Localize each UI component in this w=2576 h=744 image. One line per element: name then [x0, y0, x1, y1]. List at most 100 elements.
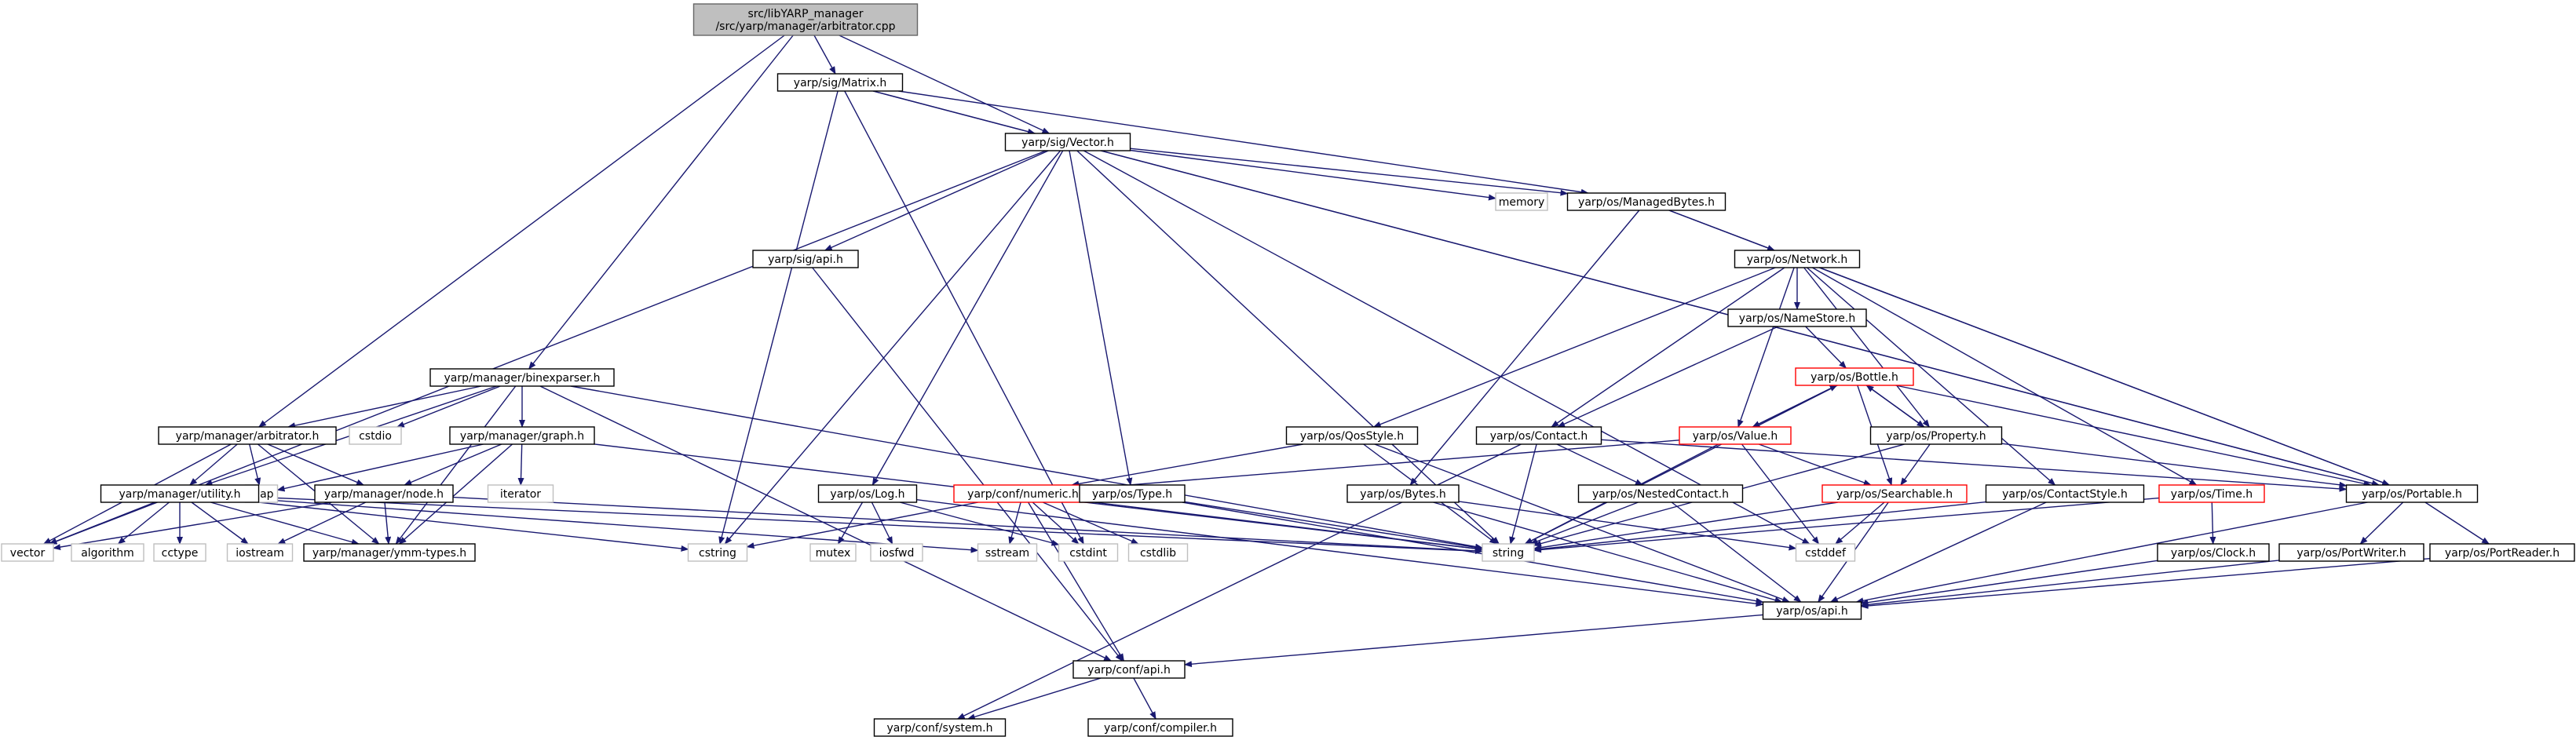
- node-label: yarp/manager/graph.h: [460, 430, 584, 443]
- node-label: yarp/os/api.h: [1776, 605, 1847, 618]
- edge-utility-to-sstream: [259, 499, 978, 550]
- graph-node-osapi[interactable]: yarp/os/api.h: [1763, 602, 1862, 619]
- node-label: mutex: [816, 547, 851, 560]
- edge-property-to-bottle: [1866, 385, 1924, 427]
- node-label: cstring: [699, 547, 736, 560]
- edge-property-to-portable: [2002, 443, 2347, 486]
- graph-node-compiler[interactable]: yarp/conf/compiler.h: [1088, 719, 1233, 736]
- edge-vector_h-to-type: [1069, 151, 1131, 485]
- graph-node-portwriter[interactable]: yarp/os/PortWriter.h: [2279, 544, 2424, 561]
- nodes-layer: src/libYARP_manager/src/yarp/manager/arb…: [2, 4, 2574, 736]
- edge-binexparser-to-confapi: [540, 386, 1111, 661]
- graph-node-bottle[interactable]: yarp/os/Bottle.h: [1796, 368, 1913, 385]
- graph-node-cstddef: cstddef: [1796, 544, 1855, 561]
- graph-node-graph[interactable]: yarp/manager/graph.h: [450, 427, 594, 444]
- graph-node-root[interactable]: src/libYARP_manager/src/yarp/manager/arb…: [694, 4, 918, 35]
- graph-node-portreader[interactable]: yarp/os/PortReader.h: [2430, 544, 2574, 561]
- node-label: yarp/os/Type.h: [1092, 488, 1172, 501]
- node-label: yarp/sig/Matrix.h: [794, 77, 886, 89]
- node-label: yarp/manager/ymm-types.h: [312, 547, 466, 560]
- node-label: yarp/os/ContactStyle.h: [2002, 488, 2128, 501]
- node-label: yarp/os/Searchable.h: [1836, 488, 1953, 501]
- node-label: memory: [1499, 196, 1545, 209]
- graph-node-nestedcontact[interactable]: yarp/os/NestedContact.h: [1579, 485, 1743, 502]
- graph-node-vector_h[interactable]: yarp/sig/Vector.h: [1006, 133, 1131, 151]
- edges-layer: [44, 35, 2489, 719]
- edge-network-to-qosstyle: [1374, 268, 1776, 427]
- node-label: yarp/manager/utility.h: [119, 488, 241, 501]
- node-label: yarp/os/Log.h: [830, 488, 904, 501]
- edge-log-to-cstdint: [900, 502, 1058, 545]
- graph-node-string: string: [1482, 544, 1534, 561]
- edge-contactstyle-to-osapi: [1831, 502, 2046, 602]
- graph-node-system[interactable]: yarp/conf/system.h: [875, 719, 1006, 736]
- edge-bytes-to-cstddef: [1459, 501, 1796, 549]
- graph-node-ymmtypes[interactable]: yarp/manager/ymm-types.h: [304, 544, 475, 561]
- graph-node-namestore[interactable]: yarp/os/NameStore.h: [1728, 309, 1866, 326]
- edge-root-to-matrix: [814, 35, 835, 74]
- edge-nestedcontact-to-string: [1531, 502, 1639, 544]
- graph-node-managedbytes[interactable]: yarp/os/ManagedBytes.h: [1568, 193, 1726, 210]
- graph-node-memory: memory: [1496, 193, 1547, 210]
- graph-node-portable[interactable]: yarp/os/Portable.h: [2347, 485, 2478, 502]
- node-label: yarp/manager/arbitrator.h: [176, 430, 320, 443]
- graph-node-type[interactable]: yarp/os/Type.h: [1080, 485, 1185, 502]
- edge-numeric-to-confapi: [1029, 502, 1124, 661]
- graph-node-searchable[interactable]: yarp/os/Searchable.h: [1822, 485, 1967, 502]
- node-label: yarp/conf/compiler.h: [1104, 722, 1217, 735]
- graph-node-time[interactable]: yarp/os/Time.h: [2159, 485, 2264, 502]
- graph-node-sigapi[interactable]: yarp/sig/api.h: [753, 250, 858, 268]
- edge-binexparser-to-ymmtypes: [396, 386, 515, 544]
- graph-node-qosstyle[interactable]: yarp/os/QosStyle.h: [1287, 427, 1418, 444]
- edge-type-to-string: [1185, 502, 1482, 549]
- edge-contact-to-nestedcontact: [1557, 444, 1642, 485]
- edge-binexparser-to-cstdio: [397, 386, 500, 427]
- graph-node-binexparser[interactable]: yarp/manager/binexparser.h: [430, 369, 614, 386]
- edge-confapi-to-system: [968, 678, 1101, 719]
- node-label: yarp/conf/system.h: [887, 722, 993, 735]
- graph-node-log[interactable]: yarp/os/Log.h: [819, 485, 917, 502]
- edge-utility-to-vector: [50, 502, 158, 544]
- node-label: yarp/os/Time.h: [2171, 488, 2253, 501]
- graph-node-cstring: cstring: [689, 544, 747, 561]
- edge-root-to-binexparser: [529, 35, 794, 369]
- graph-node-contactstyle[interactable]: yarp/os/ContactStyle.h: [1986, 485, 2144, 502]
- graph-node-network[interactable]: yarp/os/Network.h: [1735, 250, 1860, 268]
- graph-node-clock[interactable]: yarp/os/Clock.h: [2158, 544, 2269, 561]
- edge-matrix-to-managedbytes: [898, 91, 1588, 193]
- graph-node-arbitrator[interactable]: yarp/manager/arbitrator.h: [159, 427, 336, 444]
- graph-node-property[interactable]: yarp/os/Property.h: [1871, 427, 2002, 444]
- node-label: yarp/os/Network.h: [1747, 253, 1848, 266]
- graph-node-value[interactable]: yarp/os/Value.h: [1679, 427, 1791, 444]
- graph-node-sstream: sstream: [978, 544, 1037, 561]
- graph-node-contact[interactable]: yarp/os/Contact.h: [1477, 427, 1602, 444]
- node-label: yarp/conf/api.h: [1087, 664, 1171, 677]
- node-label: cstdlib: [1140, 547, 1176, 560]
- node-label: yarp/sig/api.h: [768, 253, 843, 266]
- node-label: yarp/os/PortReader.h: [2445, 547, 2560, 560]
- node-label: yarp/os/NestedContact.h: [1592, 488, 1729, 501]
- graph-node-bytes[interactable]: yarp/os/Bytes.h: [1347, 485, 1459, 502]
- node-label: iosfwd: [879, 547, 915, 560]
- node-label: yarp/manager/node.h: [324, 488, 444, 501]
- edge-namestore-to-contact: [1558, 326, 1778, 427]
- node-label: iostream: [236, 547, 284, 560]
- graph-node-node[interactable]: yarp/manager/node.h: [315, 485, 453, 502]
- graph-node-utility[interactable]: yarp/manager/utility.h: [101, 485, 259, 502]
- graph-node-numeric[interactable]: yarp/conf/numeric.h: [954, 485, 1092, 502]
- node-label: yarp/manager/binexparser.h: [444, 372, 600, 385]
- edge-utility-to-algorithm: [119, 502, 170, 544]
- edge-matrix-to-cstdint: [845, 91, 1083, 544]
- graph-node-algorithm: algorithm: [71, 544, 144, 561]
- node-label: yarp/os/NameStore.h: [1739, 312, 1855, 325]
- edge-numeric-to-cstring: [747, 502, 978, 547]
- node-label: src/libYARP_manager: [748, 8, 864, 20]
- graph-node-confapi[interactable]: yarp/conf/api.h: [1073, 661, 1185, 678]
- graph-node-matrix[interactable]: yarp/sig/Matrix.h: [778, 74, 903, 91]
- edge-value-to-numeric: [1092, 440, 1679, 488]
- edge-osapi-to-confapi: [1185, 615, 1763, 665]
- node-label: yarp/os/Value.h: [1693, 430, 1778, 443]
- edge-utility-to-cstring: [259, 502, 689, 549]
- node-label: cstdio: [359, 430, 392, 443]
- node-label: yarp/os/Contact.h: [1490, 430, 1588, 443]
